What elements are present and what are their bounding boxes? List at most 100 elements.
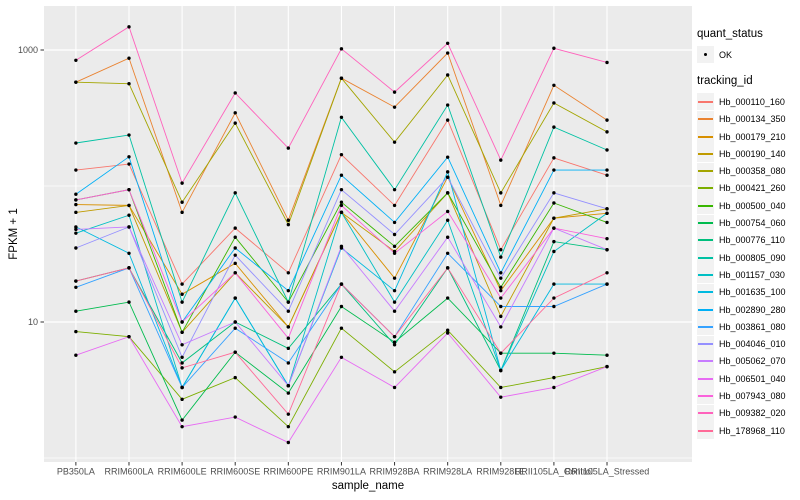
data-point [180, 424, 184, 429]
data-point [552, 83, 556, 88]
data-point [552, 168, 556, 172]
x-tick-label: RRII105LA_Control [515, 467, 593, 477]
data-point [74, 231, 78, 235]
data-point [339, 173, 344, 177]
data-point [74, 227, 78, 232]
data-point [392, 340, 397, 344]
data-point [605, 220, 609, 225]
data-point [339, 47, 344, 51]
series-color-line-icon [698, 152, 713, 155]
data-point [233, 271, 237, 275]
data-point [286, 218, 291, 222]
series-color-line-icon [698, 100, 713, 103]
series-color-line-icon [698, 377, 713, 380]
data-point [445, 73, 450, 77]
data-point [233, 296, 237, 300]
data-point [180, 397, 184, 402]
legend-item-Hb_000805_090: Hb_000805_090 [697, 249, 786, 267]
legend-label: Hb_001635_100 [719, 287, 786, 298]
data-point [74, 198, 78, 202]
data-point [445, 235, 450, 239]
x-tick-label: RRIM600LE [158, 467, 207, 477]
legend-item-Hb_009382_020: Hb_009382_020 [697, 404, 786, 422]
data-point [339, 355, 344, 360]
data-point [74, 141, 78, 145]
legend-label: Hb_000754_060 [719, 218, 786, 229]
data-point [74, 210, 78, 215]
data-point [233, 246, 237, 250]
data-point [286, 146, 291, 150]
data-point [339, 115, 344, 119]
data-point [74, 168, 78, 172]
legend-key-swatch [697, 145, 714, 163]
legend-label: Hb_000776_110 [719, 235, 785, 246]
data-point [445, 266, 450, 270]
legend-key-swatch [697, 387, 714, 405]
legend-item-Hb_000190_140: Hb_000190_140 [697, 145, 786, 163]
data-point [127, 82, 131, 86]
data-point [392, 370, 397, 374]
data-point [392, 90, 397, 94]
data-point [286, 361, 291, 365]
data-point [499, 248, 503, 252]
x-tick-label: RRIM928LA [423, 467, 472, 477]
legend-label-ok: OK [719, 49, 733, 60]
data-point [552, 239, 556, 244]
data-point [552, 375, 556, 380]
legend-item-Hb_001635_100: Hb_001635_100 [697, 283, 786, 301]
data-point [445, 328, 450, 332]
data-point [392, 244, 397, 249]
data-point [499, 288, 503, 293]
x-tick-label: RRIM600SE [210, 467, 260, 477]
legend-key-swatch [697, 266, 714, 284]
data-point [233, 415, 237, 419]
data-point [127, 162, 131, 166]
data-point [180, 355, 184, 360]
series-color-line-icon [698, 118, 713, 121]
series-color-line-icon [698, 291, 713, 294]
data-point [74, 353, 78, 357]
data-point [499, 325, 503, 329]
data-point [552, 216, 556, 220]
data-point [286, 412, 291, 416]
y-axis-title: FPKM + 1 [8, 208, 20, 260]
legend-key-swatch [697, 162, 714, 180]
data-point [286, 346, 291, 351]
data-point [74, 279, 78, 283]
legend-label: Hb_178968_110 [719, 425, 785, 436]
data-point [392, 220, 397, 225]
data-point [499, 276, 503, 280]
data-point [127, 187, 131, 192]
series-color-line-icon [698, 239, 713, 242]
data-point [339, 76, 344, 80]
data-point [233, 320, 237, 324]
y-tick-label: 1000 [18, 45, 38, 55]
data-point [233, 375, 237, 380]
data-point [552, 156, 556, 160]
series-color-line-icon [698, 187, 713, 190]
data-point [552, 201, 556, 205]
data-point [552, 125, 556, 129]
legend-key-swatch [697, 370, 714, 388]
data-point [392, 300, 397, 304]
data-point [392, 343, 397, 347]
data-point [180, 181, 184, 185]
data-point [127, 266, 131, 270]
data-point [445, 191, 450, 195]
x-tick-label: RRIM928BA [370, 467, 420, 477]
data-point [233, 261, 237, 266]
data-point [286, 336, 291, 340]
x-tick-label: RRIM928LE [476, 467, 525, 477]
legend-item-Hb_005062_070: Hb_005062_070 [697, 352, 786, 370]
legend-key-swatch [697, 352, 714, 370]
series-color-line-icon [698, 360, 713, 363]
legend-label: Hb_003861_080 [719, 321, 786, 332]
legend-item-Hb_003861_080: Hb_003861_080 [697, 318, 786, 336]
legend-item-Hb_000358_080: Hb_000358_080 [697, 162, 786, 180]
legend-label: Hb_006501_040 [719, 373, 786, 384]
y-tick-label: 10 [28, 317, 38, 327]
data-point [445, 51, 450, 55]
data-point [605, 60, 609, 65]
data-point [445, 331, 450, 335]
